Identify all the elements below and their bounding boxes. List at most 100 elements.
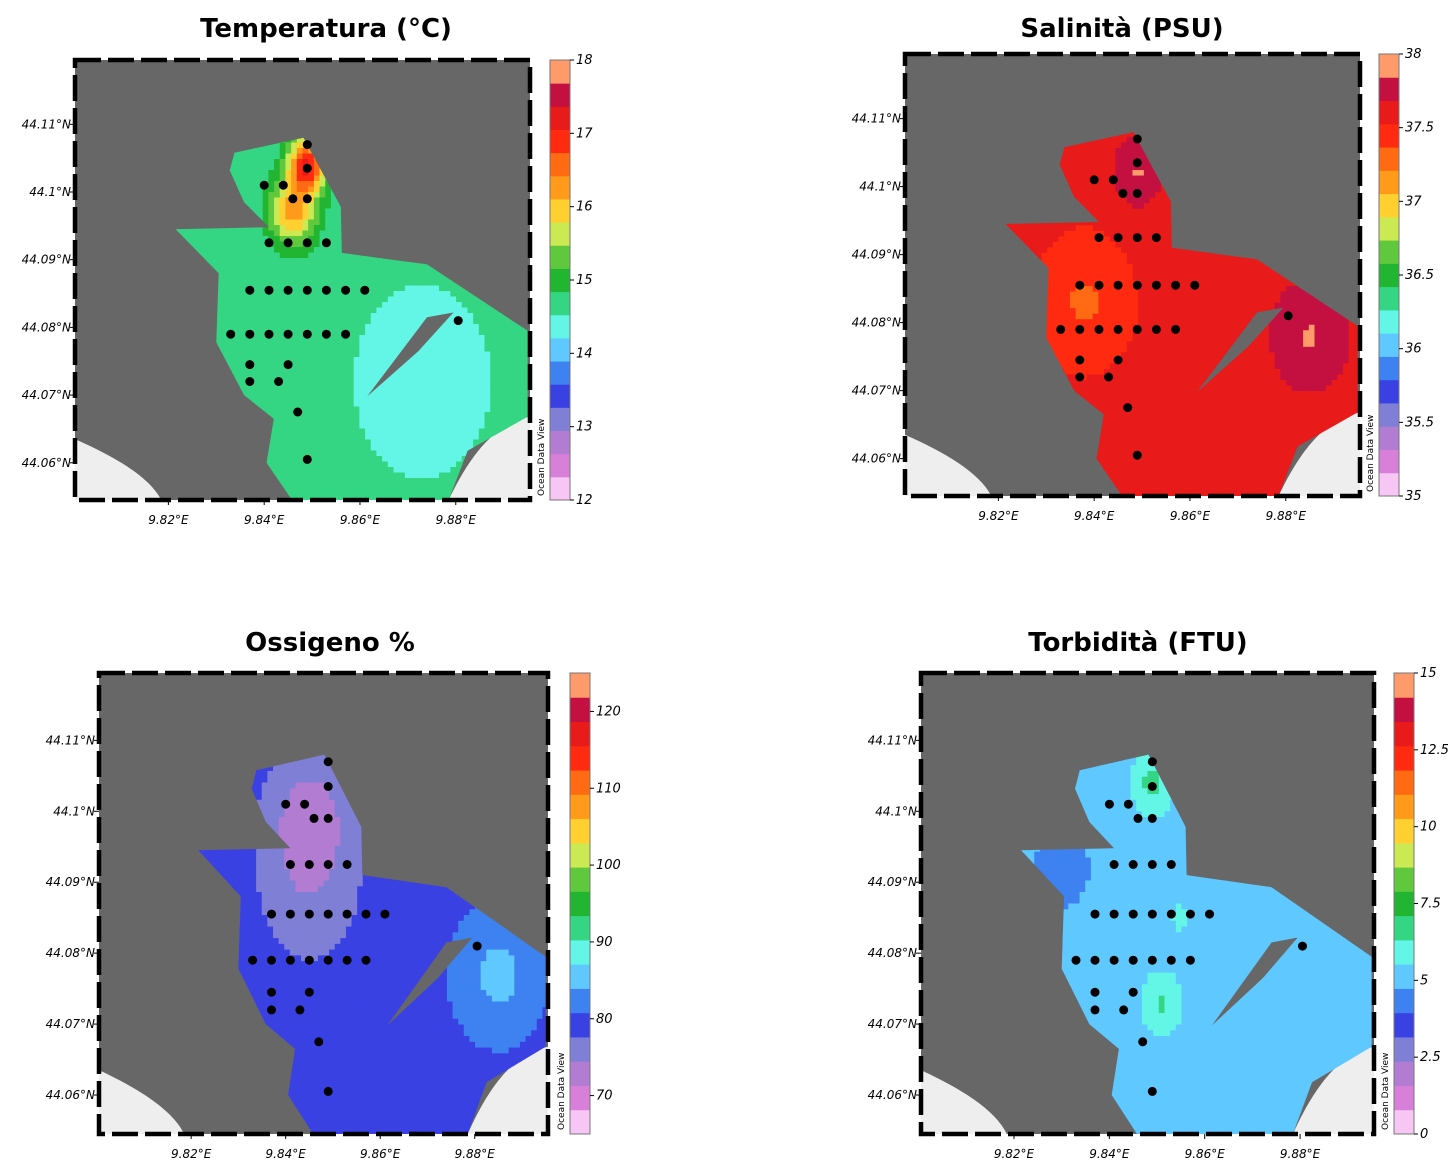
- station-dot: [1119, 1005, 1129, 1015]
- station-dot: [1075, 324, 1085, 334]
- colorbar: [1378, 53, 1400, 497]
- stations: [226, 140, 463, 464]
- temperature-chart: 9.82°E 9.84°E 9.86°E 9.88°E 44.11°N 44.1°N 44.…: [22, 53, 594, 527]
- x-tick-label: 9.82°E: [994, 1147, 1035, 1160]
- station-dot: [361, 955, 371, 965]
- station-dot: [295, 1005, 305, 1015]
- colorbar-tick-label: 37.5: [1405, 121, 1434, 136]
- station-dot: [1118, 188, 1128, 198]
- station-dot: [323, 955, 333, 965]
- y-tick-label: 44.08°N: [852, 316, 901, 330]
- station-dot: [360, 285, 370, 295]
- y-tick-label: 44.06°N: [46, 1088, 95, 1102]
- station-dot: [1185, 955, 1195, 965]
- station-dot: [285, 955, 295, 965]
- station-dot: [321, 329, 331, 339]
- oxygen-chart: 9.82°E 9.84°E 9.86°E 9.88°E 44.11°N 44.1°N 44.…: [46, 670, 621, 1160]
- station-dot: [245, 285, 255, 295]
- station-dot: [1104, 372, 1114, 382]
- panel-ossigeno: Ossigeno % 9.82°E 9.84°E 9.86°E 9.88°E 44.11…: [0, 580, 724, 1160]
- station-dot: [1132, 450, 1142, 460]
- colorbar-tick-label: 36: [1405, 342, 1422, 357]
- colorbar-tick-label: 12.5: [1420, 743, 1448, 758]
- station-dot: [1166, 909, 1176, 919]
- map-frame: [902, 51, 1363, 499]
- station-dot: [1104, 799, 1114, 809]
- colorbar-tick-label: 38: [1405, 47, 1422, 62]
- x-tick-label: 9.88°E: [1280, 1147, 1321, 1160]
- station-dot: [361, 909, 371, 919]
- y-tick-label: 44.1°N: [875, 804, 917, 818]
- colorbar: [549, 59, 571, 501]
- station-dot: [1151, 233, 1161, 243]
- station-dot: [1147, 909, 1157, 919]
- colorbar: [1393, 672, 1415, 1135]
- y-tick-label: 44.09°N: [868, 875, 917, 889]
- colorbar-tick-label: 12: [576, 493, 593, 508]
- y-tick-label: 44.1°N: [859, 180, 901, 194]
- station-dot: [281, 799, 291, 809]
- colorbar-tick-label: 14: [576, 346, 593, 361]
- map-frame: [72, 57, 533, 503]
- x-tick-label: 9.84°E: [266, 1147, 307, 1160]
- station-dot: [259, 180, 269, 190]
- station-dot: [1147, 1086, 1157, 1096]
- station-dot: [1132, 134, 1142, 144]
- x-tick-label: 9.86°E: [360, 1147, 401, 1160]
- station-dot: [283, 285, 293, 295]
- station-dot: [300, 799, 310, 809]
- station-dot: [1283, 311, 1293, 321]
- station-dot: [1138, 1037, 1148, 1047]
- colorbar-tick-label: 16: [576, 200, 593, 215]
- station-dot: [314, 1037, 324, 1047]
- colorbar-tick-label: 15: [1420, 666, 1437, 681]
- colorbar-tick-label: 37: [1405, 194, 1422, 209]
- station-dot: [1113, 324, 1123, 334]
- station-dot: [1166, 860, 1176, 869]
- stations: [1056, 134, 1293, 460]
- station-dot: [1094, 324, 1104, 334]
- station-dot: [283, 360, 293, 370]
- station-dot: [304, 909, 314, 919]
- colorbar-tick-label: 7.5: [1420, 897, 1441, 912]
- panel-temperatura: Temperatura (°C) 9.82°E 9.84°E 9.86°E 9.88°…: [0, 0, 724, 580]
- station-dot: [1075, 280, 1085, 290]
- station-dot: [1109, 955, 1119, 965]
- station-dot: [323, 813, 333, 823]
- station-dot: [288, 194, 298, 204]
- colorbar-tick-label: 36.5: [1405, 268, 1434, 283]
- station-dot: [1166, 955, 1176, 965]
- station-dot: [1113, 355, 1123, 365]
- station-dot: [1113, 280, 1123, 290]
- station-dot: [1132, 280, 1142, 290]
- y-tick-label: 44.09°N: [852, 248, 901, 262]
- channel-island: [367, 312, 454, 397]
- odv-watermark: Ocean Data View: [557, 1053, 567, 1130]
- chart-title: Temperatura (°C): [0, 14, 688, 44]
- y-tick-label: 44.06°N: [22, 456, 71, 470]
- chart-title: Ossigeno %: [0, 628, 692, 658]
- station-dot: [264, 238, 274, 248]
- station-dot: [323, 860, 333, 869]
- station-dot: [1090, 987, 1100, 997]
- colorbar-tick-label: 2.5: [1420, 1050, 1441, 1065]
- station-dot: [1132, 324, 1142, 334]
- station-dot: [304, 860, 314, 869]
- y-tick-label: 44.09°N: [22, 253, 71, 267]
- odv-watermark: Ocean Data View: [1366, 415, 1376, 492]
- station-dot: [304, 987, 314, 997]
- station-dot: [472, 941, 482, 951]
- station-dot: [1113, 233, 1123, 243]
- station-dot: [309, 813, 319, 823]
- station-dot: [267, 909, 276, 919]
- y-tick-label: 44.11°N: [852, 112, 901, 126]
- light-land: [75, 416, 530, 500]
- station-dot: [342, 909, 352, 919]
- x-tick-label: 9.88°E: [436, 513, 477, 527]
- station-dot: [267, 955, 276, 965]
- station-dot: [341, 285, 351, 295]
- station-dot: [283, 238, 293, 248]
- station-dot: [302, 285, 312, 295]
- colorbar-tick-label: 100: [596, 858, 621, 873]
- colorbar-tick-label: 0: [1420, 1127, 1428, 1142]
